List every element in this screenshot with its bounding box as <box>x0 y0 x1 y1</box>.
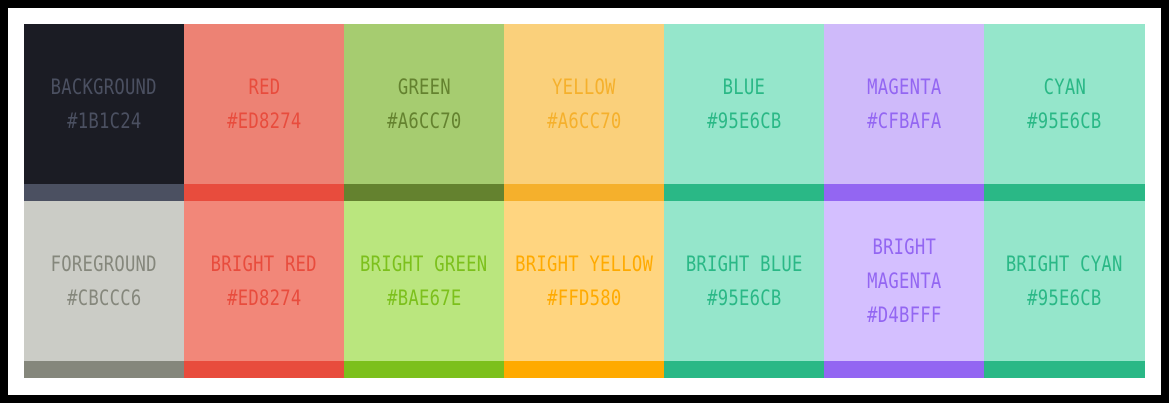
swatch-hex: #95E6CB <box>1027 109 1102 133</box>
swatch-hex: #95E6CB <box>706 109 782 133</box>
swatch-hex: #A6CC70 <box>386 109 462 133</box>
swatch-hex: #ED8274 <box>226 109 302 133</box>
swatch-fill: BACKGROUND #1B1C24 <box>24 24 184 184</box>
swatch-name: MAGENTA <box>866 75 942 99</box>
swatch-fill: MAGENTA #CFBAFA <box>824 24 984 184</box>
swatch-fill: BRIGHT YELLOW #FFD580 <box>504 201 664 361</box>
swatch-name: FOREGROUND <box>50 252 158 276</box>
swatch-name: BRIGHT YELLOW <box>515 252 653 276</box>
color-swatch: YELLOW #A6CC70 <box>504 24 664 201</box>
swatch-fill: RED #ED8274 <box>184 24 344 184</box>
swatch-fill: BRIGHT CYAN #95E6CB <box>984 201 1145 361</box>
swatch-hex: #BAE67E <box>386 286 462 310</box>
swatch-accent-bar <box>184 184 344 201</box>
swatch-accent-bar <box>984 184 1145 201</box>
swatch-name: BRIGHT CYAN <box>1006 252 1123 276</box>
swatch-fill: YELLOW #A6CC70 <box>504 24 664 184</box>
color-swatch: BRIGHT RED #ED8274 <box>184 201 344 378</box>
swatch-hex: #95E6CB <box>1027 286 1102 310</box>
color-swatch: BRIGHT MAGENTA #D4BFFF <box>824 201 984 378</box>
swatch-fill: BLUE #95E6CB <box>664 24 824 184</box>
color-swatch: BRIGHT GREEN #BAE67E <box>344 201 504 378</box>
swatch-name: BLUE <box>722 75 766 99</box>
swatch-accent-bar <box>984 361 1145 378</box>
color-swatch: GREEN #A6CC70 <box>344 24 504 201</box>
swatch-accent-bar <box>504 184 664 201</box>
color-swatch: BLUE #95E6CB <box>664 24 824 201</box>
swatch-hex: #CFBAFA <box>866 109 942 133</box>
color-swatch: FOREGROUND #CBCCC6 <box>24 201 184 378</box>
swatch-name: BACKGROUND <box>50 75 158 99</box>
swatch-name: RED <box>248 75 280 99</box>
swatch-accent-bar <box>504 361 664 378</box>
swatch-accent-bar <box>24 184 184 201</box>
palette-frame: BACKGROUND #1B1C24 RED #ED8274 GREEN #A6CC70 Y… <box>8 8 1161 395</box>
swatch-accent-bar <box>344 361 504 378</box>
color-swatch: MAGENTA #CFBAFA <box>824 24 984 201</box>
palette-row-bright: FOREGROUND #CBCCC6 BRIGHT RED #ED8274 BRIGHT… <box>24 201 1145 378</box>
swatch-fill: CYAN #95E6CB <box>984 24 1145 184</box>
swatch-hex: #95E6CB <box>706 286 782 310</box>
swatch-name: BRIGHT RED <box>210 252 318 276</box>
swatch-name: BRIGHT MAGENTA <box>866 235 942 293</box>
swatch-hex: #1B1C24 <box>66 109 142 133</box>
swatch-accent-bar <box>664 361 824 378</box>
swatch-hex: #ED8274 <box>226 286 302 310</box>
swatch-hex: #A6CC70 <box>546 109 622 133</box>
swatch-name: BRIGHT GREEN <box>360 252 488 276</box>
swatch-hex: #CBCCC6 <box>66 286 142 310</box>
swatch-name: CYAN <box>1043 75 1086 99</box>
swatch-fill: FOREGROUND #CBCCC6 <box>24 201 184 361</box>
swatch-fill: BRIGHT MAGENTA #D4BFFF <box>824 201 984 361</box>
palette-row-normal: BACKGROUND #1B1C24 RED #ED8274 GREEN #A6CC70 Y… <box>24 24 1145 201</box>
color-palette: BACKGROUND #1B1C24 RED #ED8274 GREEN #A6CC70 Y… <box>24 24 1145 379</box>
color-swatch: BRIGHT YELLOW #FFD580 <box>504 201 664 378</box>
swatch-accent-bar <box>664 184 824 201</box>
swatch-accent-bar <box>824 184 984 201</box>
swatch-hex: #D4BFFF <box>866 303 942 327</box>
swatch-fill: GREEN #A6CC70 <box>344 24 504 184</box>
swatch-accent-bar <box>184 361 344 378</box>
color-swatch: CYAN #95E6CB <box>984 24 1145 201</box>
swatch-hex: #FFD580 <box>546 286 622 310</box>
color-swatch: BRIGHT CYAN #95E6CB <box>984 201 1145 378</box>
swatch-fill: BRIGHT RED #ED8274 <box>184 201 344 361</box>
color-swatch: BRIGHT BLUE #95E6CB <box>664 201 824 378</box>
swatch-name: YELLOW <box>552 75 616 99</box>
swatch-fill: BRIGHT GREEN #BAE67E <box>344 201 504 361</box>
swatch-accent-bar <box>24 361 184 378</box>
swatch-name: BRIGHT BLUE <box>685 252 803 276</box>
swatch-accent-bar <box>344 184 504 201</box>
swatch-name: GREEN <box>397 75 451 99</box>
swatch-fill: BRIGHT BLUE #95E6CB <box>664 201 824 361</box>
swatch-accent-bar <box>824 361 984 378</box>
color-swatch: BACKGROUND #1B1C24 <box>24 24 184 201</box>
color-swatch: RED #ED8274 <box>184 24 344 201</box>
